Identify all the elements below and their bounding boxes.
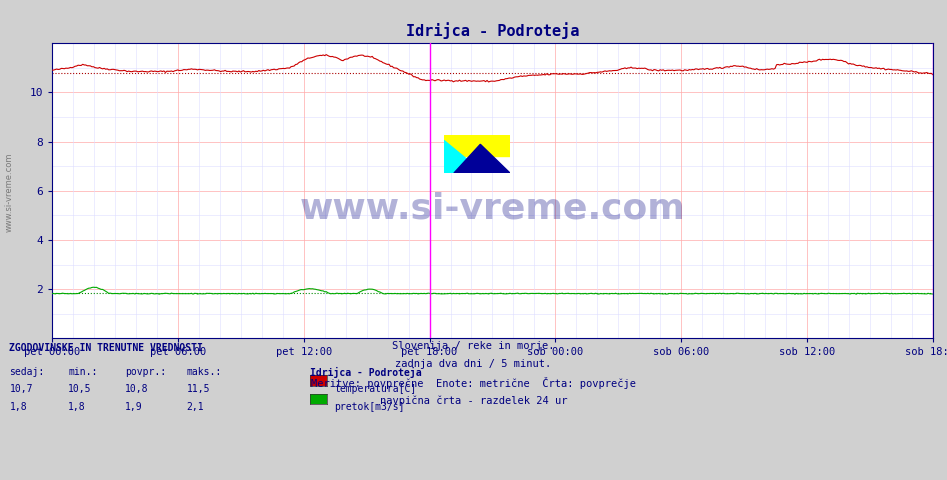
Text: 10,5: 10,5 <box>68 384 92 394</box>
Text: ZGODOVINSKE IN TRENUTNE VREDNOSTI: ZGODOVINSKE IN TRENUTNE VREDNOSTI <box>9 343 204 353</box>
Text: 1,8: 1,8 <box>68 402 86 412</box>
Text: zadnja dva dni / 5 minut.: zadnja dva dni / 5 minut. <box>396 359 551 369</box>
Text: min.:: min.: <box>68 367 98 377</box>
Text: Idrijca - Podroteja: Idrijca - Podroteja <box>310 367 421 378</box>
Text: temperatura[C]: temperatura[C] <box>334 384 417 394</box>
Text: 10,8: 10,8 <box>125 384 149 394</box>
Text: www.si-vreme.com: www.si-vreme.com <box>5 152 14 232</box>
Polygon shape <box>454 144 510 173</box>
Text: 1,8: 1,8 <box>9 402 27 412</box>
Text: navpična črta - razdelek 24 ur: navpična črta - razdelek 24 ur <box>380 396 567 406</box>
Text: www.si-vreme.com: www.si-vreme.com <box>299 192 686 226</box>
Text: Slovenija / reke in morje.: Slovenija / reke in morje. <box>392 341 555 351</box>
Text: 11,5: 11,5 <box>187 384 210 394</box>
Text: sedaj:: sedaj: <box>9 367 45 377</box>
Text: povpr.:: povpr.: <box>125 367 166 377</box>
Text: 10,7: 10,7 <box>9 384 33 394</box>
Title: Idrijca - Podroteja: Idrijca - Podroteja <box>405 23 580 39</box>
Text: maks.:: maks.: <box>187 367 222 377</box>
Text: 2,1: 2,1 <box>187 402 205 412</box>
Text: Meritve: povprečne  Enote: metrične  Črta: povprečje: Meritve: povprečne Enote: metrične Črta:… <box>311 377 636 389</box>
Polygon shape <box>444 135 510 156</box>
Text: 1,9: 1,9 <box>125 402 143 412</box>
Text: pretok[m3/s]: pretok[m3/s] <box>334 402 404 412</box>
Polygon shape <box>444 141 484 173</box>
